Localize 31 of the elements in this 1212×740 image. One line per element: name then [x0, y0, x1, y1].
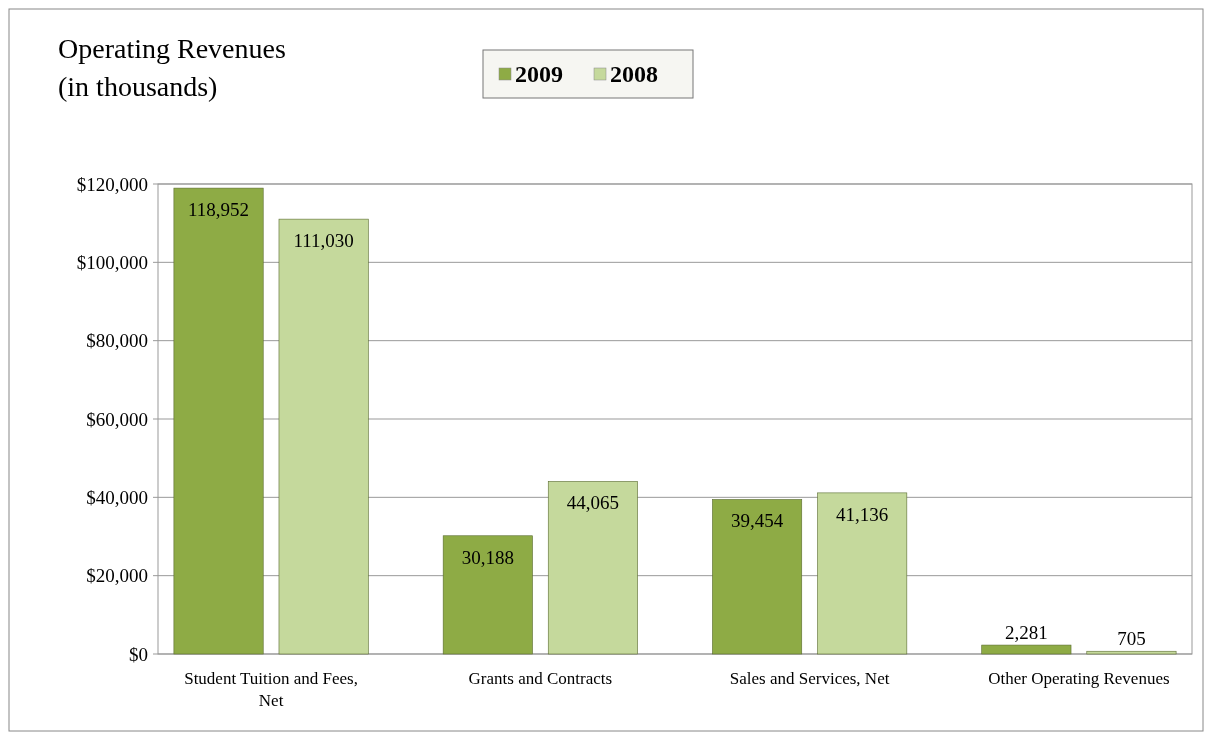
- x-tick-label: Student Tuition and Fees, Net: [184, 669, 358, 710]
- chart-subtitle: (in thousands): [58, 71, 218, 102]
- data-label: 39,454: [730, 510, 784, 532]
- y-tick-label: $80,000: [86, 330, 148, 352]
- bar: [173, 187, 264, 655]
- x-tick-label: Other Operating Revenues: [988, 669, 1170, 688]
- bar: [278, 218, 369, 655]
- legend-label: 2009: [515, 61, 563, 87]
- bar: [817, 492, 908, 655]
- legend-label: 2008: [610, 61, 658, 87]
- y-tick-label: $60,000: [86, 408, 148, 430]
- y-tick-label: $20,000: [86, 565, 148, 587]
- x-tick-label: Grants and Contracts: [468, 669, 613, 688]
- data-label: 41,136: [836, 503, 889, 525]
- data-label: 44,065: [566, 492, 620, 514]
- y-tick-label: $100,000: [76, 251, 148, 273]
- data-label: 118,952: [188, 199, 250, 221]
- data-label: 705: [1117, 628, 1146, 650]
- data-label: 30,188: [461, 546, 514, 568]
- bar: [981, 644, 1072, 655]
- y-tick-label: $40,000: [86, 486, 148, 508]
- x-tick-label: Sales and Services, Net: [729, 669, 890, 688]
- bar: [547, 481, 638, 655]
- data-label: 2,281: [1004, 622, 1048, 644]
- y-tick-label: $120,000: [76, 173, 148, 195]
- bar: [712, 499, 803, 655]
- data-label: 111,030: [293, 230, 354, 252]
- bar: [442, 535, 533, 655]
- chart-title: Operating Revenues: [58, 33, 286, 64]
- bar: [1086, 650, 1177, 655]
- y-tick-label: $0: [129, 643, 148, 665]
